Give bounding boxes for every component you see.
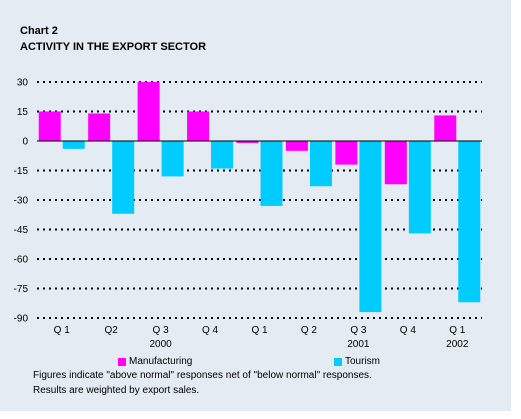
x-tick-label: Q 1 [54,325,71,336]
x-tick-label: Q 2 [301,325,318,336]
bar-manufacturing [236,141,259,143]
bar-manufacturing [187,111,210,141]
bar-tourism [161,141,184,177]
bar-manufacturing [384,141,407,185]
gridlines [37,81,482,319]
legend-item-manufacturing: Manufacturing [118,356,192,367]
footnote-2: Results are weighted by export sales. [33,385,200,396]
y-tick-label: -30 [14,196,29,207]
legend-label-manufacturing: Manufacturing [129,356,193,367]
y-tick-label: -90 [14,314,29,325]
bar-tourism [359,141,382,313]
bar-manufacturing [434,115,457,141]
x-tick-label: Q2 [104,325,118,336]
y-axis-ticks: 30 15 0 -15 -30 -45 -60 -75 -90 [14,78,29,325]
bar-tourism [62,141,85,149]
x-tick-label: Q 4 [400,325,417,336]
x-axis-labels: Q 1 Q2 Q 3 2000 Q 4 Q 1 Q 2 Q 3 2001 Q 4 Q 1 2002 [54,325,469,350]
y-tick-label: 0 [22,137,28,148]
x-tick-label: Q 1 [449,325,466,336]
y-tick-label: 15 [17,107,29,118]
bar-manufacturing [88,113,111,141]
chart-panel: Chart 2 ACTIVITY IN THE EXPORT SECTOR 30… [0,0,511,411]
x-year-label: 2002 [446,339,469,350]
legend: Manufacturing Tourism [0,356,511,370]
bar-tourism [408,141,431,234]
y-tick-label: -15 [14,166,29,177]
bar-tourism [112,141,135,214]
legend-label-tourism: Tourism [345,356,381,367]
y-tick-label: 30 [17,78,29,89]
footnote-1: Figures indicate "above normal" response… [33,370,372,381]
bar-manufacturing [137,82,160,141]
x-tick-label: Q 3 [153,325,170,336]
bar-tourism [309,141,332,187]
bar-manufacturing [285,141,308,151]
y-tick-label: -45 [14,225,29,236]
x-year-label: 2000 [149,339,172,350]
bar-tourism [211,141,234,169]
legend-item-tourism: Tourism [334,356,380,367]
bar-tourism [458,141,481,303]
bar-manufacturing [38,111,61,141]
bar-manufacturing [335,141,358,165]
chart-number: Chart 2 [20,25,58,37]
legend-swatch-manufacturing [118,357,126,366]
x-year-label: 2001 [347,339,370,350]
x-tick-label: Q 1 [251,325,268,336]
y-tick-label: -75 [14,284,29,295]
bar-tourism [260,141,283,206]
x-tick-label: Q 3 [350,325,367,336]
legend-swatch-tourism [334,357,342,366]
chart-title: ACTIVITY IN THE EXPORT SECTOR [20,41,207,53]
x-tick-label: Q 4 [202,325,219,336]
y-tick-label: -60 [14,255,29,266]
bars [38,82,481,313]
